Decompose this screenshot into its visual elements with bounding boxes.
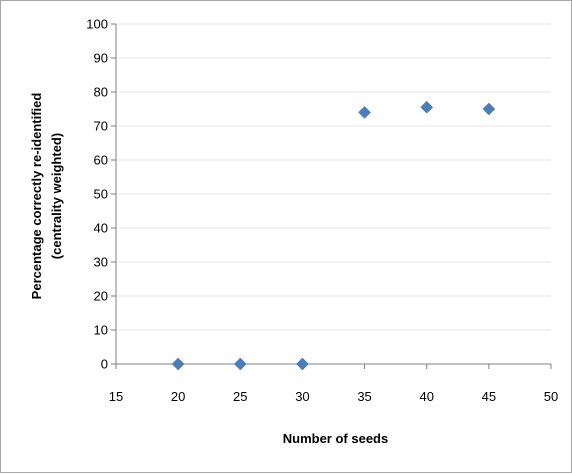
x-tick-labels: 15 20 25 30 35 40 45 50: [109, 389, 558, 404]
data-point: [358, 106, 371, 119]
x-tick-label: 45: [482, 389, 496, 404]
x-axis-title: Number of seeds: [283, 431, 388, 446]
y-tick-label: 90: [94, 51, 108, 66]
data-point: [233, 357, 247, 371]
y-tick-label: 0: [101, 357, 108, 372]
y-tick-label: 50: [94, 187, 108, 202]
x-tick-label: 25: [233, 389, 247, 404]
y-tick-label: 40: [94, 221, 108, 236]
y-axis-title-line-2: (centrality weighted): [49, 133, 64, 259]
y-tick-label: 30: [94, 255, 108, 270]
data-point: [420, 100, 434, 114]
y-tick-label: 10: [94, 323, 108, 338]
data-points: [171, 100, 496, 371]
y-tick-labels: 0 10 20 30 40 50 60 70 80 90 100: [86, 17, 108, 372]
y-axis-title-line-1: Percentage correctly re-identified: [29, 93, 44, 300]
data-point: [296, 357, 309, 371]
data-point: [482, 102, 496, 116]
data-point: [171, 357, 185, 371]
y-tick-label: 70: [94, 119, 108, 134]
x-tick-label: 35: [357, 389, 371, 404]
x-tick-label: 40: [419, 389, 433, 404]
x-tick-label: 20: [171, 389, 185, 404]
x-tick-label: 15: [109, 389, 123, 404]
x-tick-label: 30: [295, 389, 309, 404]
x-tick-label: 50: [544, 389, 558, 404]
y-tick-label: 80: [94, 85, 108, 100]
grid-lines: [116, 23, 551, 331]
y-tick-label: 20: [94, 289, 108, 304]
axes: [111, 23, 552, 369]
y-tick-label: 60: [94, 153, 108, 168]
y-tick-label: 100: [86, 17, 108, 32]
